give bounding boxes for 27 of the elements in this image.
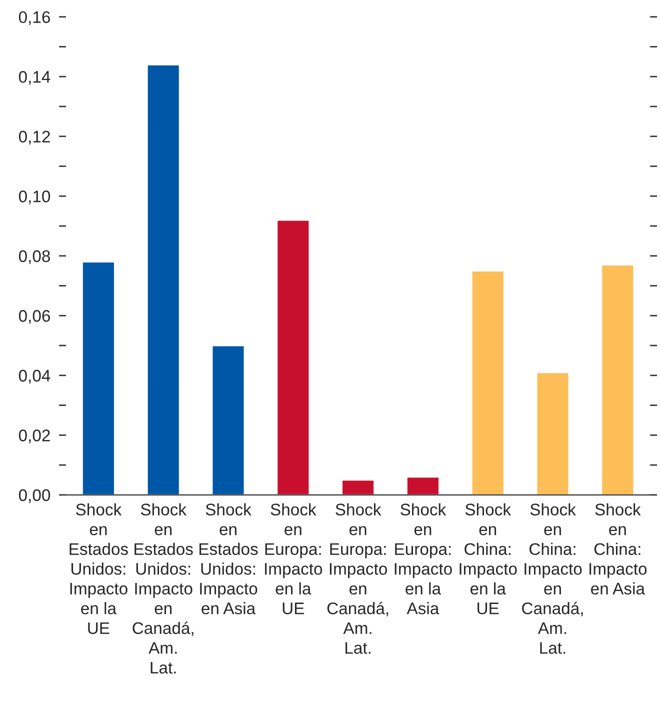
x-tick-label: Shock en China: Impacto en la UE [460, 503, 517, 614]
bar [146, 64, 180, 495]
y-tick-label: 0,16 [18, 11, 50, 26]
y-tick-label: 0,10 [18, 190, 50, 204]
bar [536, 372, 570, 495]
bar [211, 344, 246, 495]
y-tick-label: 0,00 [18, 489, 50, 504]
bar [600, 264, 635, 495]
x-tick-label: Shock en China: Impacto en Asia [590, 503, 647, 595]
x-tick-label: Shock en Europa: Impacto en la UE [265, 503, 322, 614]
x-tick-label: Shock en China: Impacto en Canadá, Am. Lat. [522, 503, 583, 654]
bar [341, 479, 375, 495]
y-tick-label: 0,06 [18, 310, 50, 324]
bar [82, 261, 116, 495]
category-label: Shock en Estados Unidos: Impacto en Canadá, Am. Lat. [132, 503, 194, 674]
x-tick-label: Shock en Europa: Impacto en la Asia [394, 503, 452, 614]
y-tick-label: 0,14 [18, 71, 50, 85]
y-tick-label: 0,04 [18, 370, 50, 384]
x-tick-label: Shock en Europa: Impacto en Canadá, Am. Lat. [327, 503, 388, 654]
x-tick-label: Shock en Estados Unidos: Impacto en la UE [70, 503, 128, 634]
bar [276, 219, 310, 495]
y-tick-label: 0,12 [18, 130, 50, 145]
x-tick-label: Shock en Estados Unidos: Impacto en Asia [200, 503, 258, 614]
y-tick-label: 0,02 [18, 430, 50, 444]
bar [406, 476, 440, 495]
y-tick-label: 0,08 [18, 250, 50, 264]
bar [470, 270, 505, 495]
